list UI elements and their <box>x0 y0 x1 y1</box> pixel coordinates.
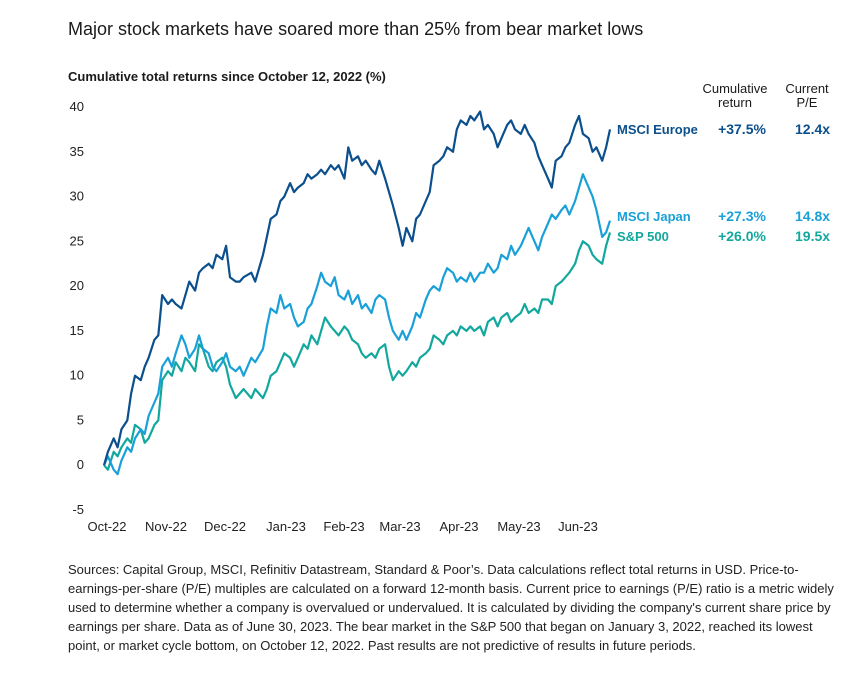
x-tick-label: Jan-23 <box>266 519 306 534</box>
series-line-msci-japan <box>102 173 612 476</box>
x-axis: Oct-22 Nov-22 Dec-22 Jan-23 Feb-23 Mar-23 Apr-… <box>87 519 597 534</box>
series-line-s-p-500 <box>103 232 612 471</box>
header-cumulative-return: Cumulative return <box>702 81 768 110</box>
x-tick-label: Jun-23 <box>558 519 598 534</box>
pe-value: 12.4x <box>795 121 831 137</box>
cumulative-return-value: +37.5% <box>718 121 766 137</box>
cumulative-return-value: +26.0% <box>718 228 766 244</box>
x-tick-label: Feb-23 <box>323 519 364 534</box>
x-tick-label: Apr-23 <box>439 519 478 534</box>
y-tick-label: 35 <box>70 144 84 159</box>
x-tick-label: Dec-22 <box>204 519 246 534</box>
chart-title: Major stock markets have soared more tha… <box>68 19 644 39</box>
series-lines <box>102 110 612 476</box>
pe-value: 19.5x <box>795 228 831 244</box>
series-name: MSCI Japan <box>617 209 691 224</box>
y-axis: -5 0 5 10 15 20 25 30 35 40 <box>70 99 84 517</box>
header-current-pe: Current P/E <box>785 81 829 110</box>
chart-subtitle: Cumulative total returns since October 1… <box>68 69 386 84</box>
y-tick-label: 15 <box>70 323 84 338</box>
x-tick-label: Mar-23 <box>379 519 420 534</box>
cumulative-return-value: +27.3% <box>718 208 766 224</box>
series-name: S&P 500 <box>617 229 669 244</box>
series-line-msci-europe <box>102 110 612 466</box>
x-tick-label: Nov-22 <box>145 519 187 534</box>
y-tick-label: -5 <box>72 502 84 517</box>
pe-value: 14.8x <box>795 208 831 224</box>
y-tick-label: 0 <box>77 457 84 472</box>
line-chart: -5 0 5 10 15 20 25 30 35 40 Oct-22 Nov-22 Dec-22 Jan… <box>70 99 612 534</box>
series-name: MSCI Europe <box>617 122 698 137</box>
y-tick-label: 10 <box>70 368 84 383</box>
x-tick-label: May-23 <box>497 519 540 534</box>
y-tick-label: 30 <box>70 189 84 204</box>
y-tick-label: 25 <box>70 233 84 248</box>
y-tick-label: 5 <box>77 412 84 427</box>
footnote: Sources: Capital Group, MSCI, Refinitiv … <box>68 562 834 653</box>
y-tick-label: 20 <box>70 278 84 293</box>
x-tick-label: Oct-22 <box>87 519 126 534</box>
y-tick-label: 40 <box>70 99 84 114</box>
